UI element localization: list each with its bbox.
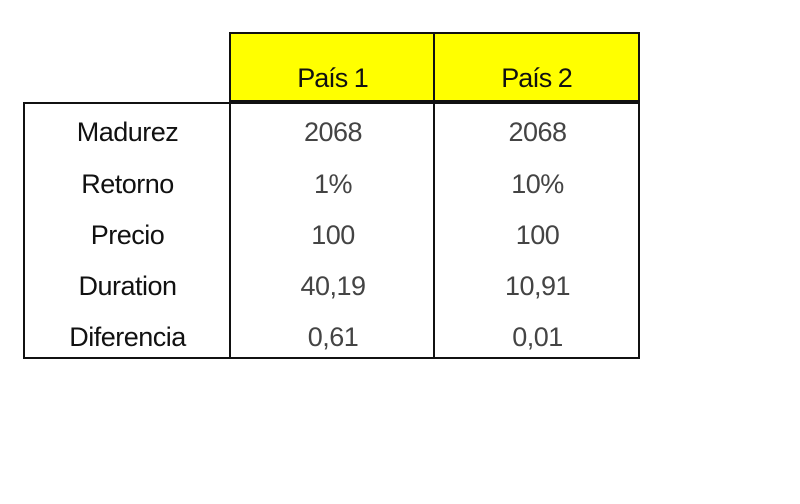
table-row: Diferencia 0,61 0,01 <box>25 312 638 363</box>
cell-pais-2: 100 <box>515 220 560 250</box>
cell-pais-1: 0,61 <box>307 322 359 352</box>
table-row: Duration 40,19 10,91 <box>25 261 638 312</box>
cell-pais-1: 2068 <box>303 117 363 147</box>
cell-pais-2: 10% <box>511 169 564 199</box>
row-label: Retorno <box>81 169 174 199</box>
cell-pais-1: 1% <box>313 169 353 199</box>
cell-pais-1: 40,19 <box>300 271 366 301</box>
table-row: Retorno 1% 10% <box>25 159 638 210</box>
row-label: Madurez <box>76 117 179 147</box>
column-divider <box>433 104 435 357</box>
header-pais-1: País 1 <box>229 32 436 102</box>
header-label: País 1 <box>297 63 369 93</box>
cell-pais-2: 0,01 <box>512 322 563 352</box>
column-divider <box>229 104 231 357</box>
row-label: Precio <box>90 220 165 250</box>
row-label: Duration <box>78 271 177 301</box>
cell-pais-2: 2068 <box>508 117 567 147</box>
row-label: Diferencia <box>69 322 186 352</box>
header-pais-2: País 2 <box>433 32 640 102</box>
cell-pais-1: 100 <box>311 220 355 250</box>
table-row: Precio 100 100 <box>25 210 638 261</box>
cell-pais-2: 10,91 <box>504 271 571 301</box>
table-row: Madurez 2068 2068 <box>25 107 638 158</box>
header-label: País 2 <box>501 63 573 93</box>
data-table: Madurez 2068 2068 Retorno 1% 10% Precio … <box>23 102 640 359</box>
